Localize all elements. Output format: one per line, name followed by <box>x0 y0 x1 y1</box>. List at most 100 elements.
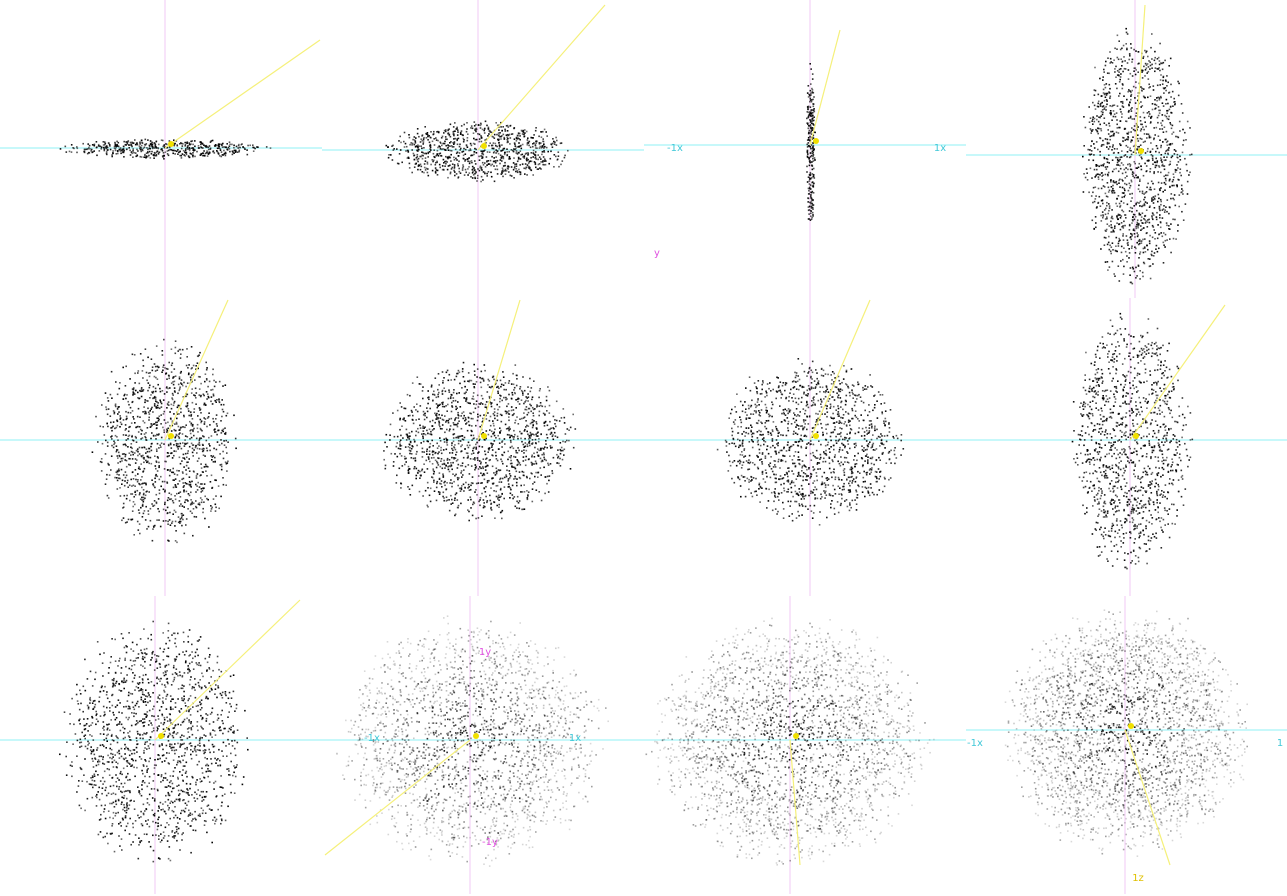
point <box>484 403 487 406</box>
point <box>229 143 231 146</box>
point <box>533 434 535 436</box>
point <box>120 423 123 426</box>
point <box>125 410 127 413</box>
point <box>462 361 465 364</box>
point <box>471 430 473 433</box>
point <box>806 171 808 173</box>
point <box>470 154 473 157</box>
point <box>116 140 118 143</box>
point <box>1134 102 1137 104</box>
point <box>449 465 452 468</box>
point <box>1112 144 1114 146</box>
point <box>430 149 432 151</box>
point <box>474 383 476 385</box>
point <box>505 125 508 127</box>
point <box>1104 86 1107 89</box>
point <box>524 459 527 461</box>
point <box>460 470 463 472</box>
point <box>812 208 814 210</box>
point <box>485 142 487 144</box>
point <box>1121 116 1123 118</box>
point <box>1132 172 1135 174</box>
point <box>1106 100 1108 102</box>
point <box>127 140 130 142</box>
point <box>404 142 407 145</box>
point <box>464 153 467 155</box>
point <box>1103 93 1106 96</box>
point <box>527 386 529 388</box>
point <box>171 424 174 427</box>
point <box>516 146 519 148</box>
point <box>503 438 506 440</box>
point <box>120 457 123 460</box>
point <box>138 397 140 400</box>
point <box>1118 40 1120 42</box>
point <box>442 491 445 494</box>
point <box>1141 205 1143 208</box>
point <box>484 139 486 141</box>
point <box>231 153 234 156</box>
point <box>397 447 400 450</box>
point <box>500 383 503 386</box>
point <box>203 501 205 503</box>
point <box>507 133 509 136</box>
point <box>1112 152 1115 154</box>
point <box>532 145 534 148</box>
point <box>173 402 175 404</box>
point <box>131 518 134 521</box>
point <box>187 373 190 376</box>
point <box>812 167 815 170</box>
point <box>190 499 192 501</box>
point <box>224 431 227 434</box>
point <box>116 449 119 451</box>
point <box>1169 163 1171 165</box>
point <box>508 393 510 396</box>
point <box>811 129 814 132</box>
point <box>1135 247 1137 250</box>
point <box>543 143 545 146</box>
point <box>156 470 159 472</box>
point <box>414 457 417 459</box>
point <box>191 140 194 142</box>
point <box>1095 222 1097 224</box>
point <box>1144 140 1146 143</box>
point <box>185 364 188 367</box>
point <box>465 418 467 421</box>
point <box>1114 275 1116 277</box>
point <box>1129 147 1131 149</box>
point <box>1126 175 1128 177</box>
point <box>524 167 527 170</box>
point <box>422 430 425 432</box>
point <box>142 389 145 391</box>
point <box>174 150 177 152</box>
point <box>214 145 216 147</box>
point <box>1159 214 1161 216</box>
point <box>811 117 814 120</box>
point <box>1107 212 1109 215</box>
point <box>1171 142 1174 145</box>
point <box>527 425 530 427</box>
point <box>1114 249 1117 252</box>
point <box>1169 143 1172 146</box>
point <box>1116 148 1118 150</box>
point <box>1119 239 1121 242</box>
point <box>141 390 144 392</box>
point <box>809 106 812 108</box>
point <box>1106 166 1109 168</box>
point <box>474 169 476 171</box>
point <box>210 510 212 512</box>
point <box>1149 61 1151 64</box>
point <box>556 462 558 464</box>
point <box>447 149 450 151</box>
point <box>1163 156 1165 158</box>
point <box>211 487 213 489</box>
point <box>515 451 518 454</box>
point <box>480 180 482 183</box>
point <box>521 133 524 135</box>
point <box>399 443 401 446</box>
point <box>1127 90 1129 93</box>
point <box>812 109 815 112</box>
point <box>480 135 482 137</box>
point <box>1131 233 1133 236</box>
point <box>1146 150 1149 153</box>
